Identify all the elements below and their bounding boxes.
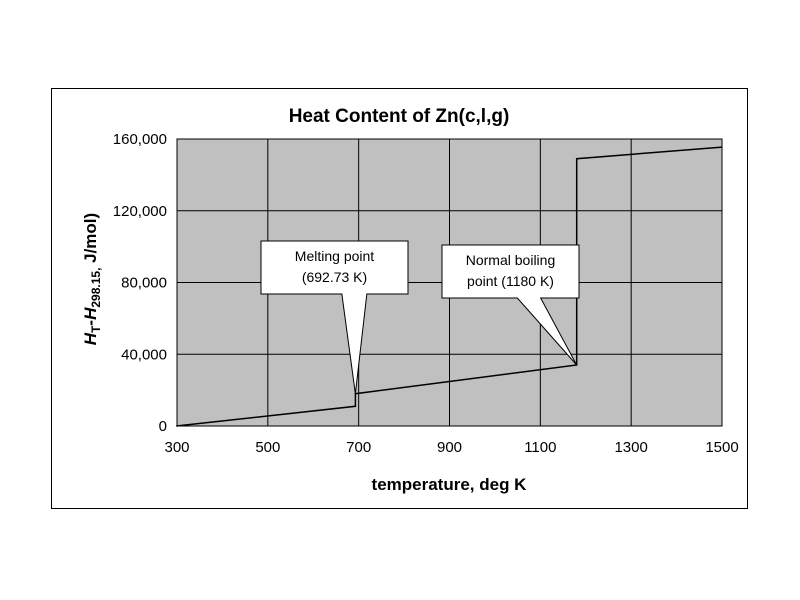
chart-frame: Heat Content of Zn(c,l,g) 300 500 700 900 11… bbox=[51, 88, 748, 509]
callout-box bbox=[441, 244, 580, 366]
x-tick-label: 1500 bbox=[705, 439, 738, 456]
y-axis-title: HT-H298.15, J/mol) bbox=[81, 213, 103, 345]
x-tick-label: 500 bbox=[255, 439, 280, 456]
series-layer bbox=[176, 146, 723, 427]
y-axis-title-unit: J/mol) bbox=[81, 213, 100, 268]
y-axis-title-dash: - bbox=[81, 320, 100, 326]
y-tick-label: 40,000 bbox=[121, 346, 167, 363]
x-tick-label: 1100 bbox=[524, 439, 556, 456]
chart-svg: Heat Content of Zn(c,l,g) 300 500 700 900 11… bbox=[81, 106, 739, 494]
y-tick-label: 120,000 bbox=[113, 203, 167, 220]
x-tick-label: 700 bbox=[346, 439, 371, 456]
y-axis-title-sub1: T bbox=[89, 325, 103, 333]
y-axis-title-h2: H bbox=[81, 307, 100, 320]
callout-text: Normal boiling bbox=[466, 252, 555, 268]
y-tick-label: 80,000 bbox=[121, 275, 167, 292]
annotations: Melting point (692.73 K) Normal boiling poi… bbox=[260, 240, 580, 394]
x-tick-label: 900 bbox=[437, 439, 462, 456]
y-axis-title-h1: H bbox=[81, 332, 100, 345]
tick-labels: 300 500 700 900 1100 1300 1500 0 40,000 80,000 120… bbox=[113, 131, 739, 456]
callout-text: Melting point bbox=[295, 248, 374, 264]
chart-title: Heat Content of Zn(c,l,g) bbox=[289, 106, 510, 127]
x-tick-label: 1300 bbox=[614, 439, 647, 456]
x-axis-title: temperature, deg K bbox=[372, 475, 528, 494]
callout-text: point (1180 K) bbox=[467, 273, 554, 289]
callout-box bbox=[260, 240, 409, 394]
callout-text: (692.73 K) bbox=[302, 269, 367, 285]
y-tick-label: 160,000 bbox=[113, 131, 167, 148]
y-tick-label: 0 bbox=[159, 418, 167, 435]
series-line bbox=[176, 146, 723, 427]
x-tick-label: 300 bbox=[164, 439, 189, 456]
y-axis-title-sub2: 298.15, bbox=[89, 268, 103, 308]
